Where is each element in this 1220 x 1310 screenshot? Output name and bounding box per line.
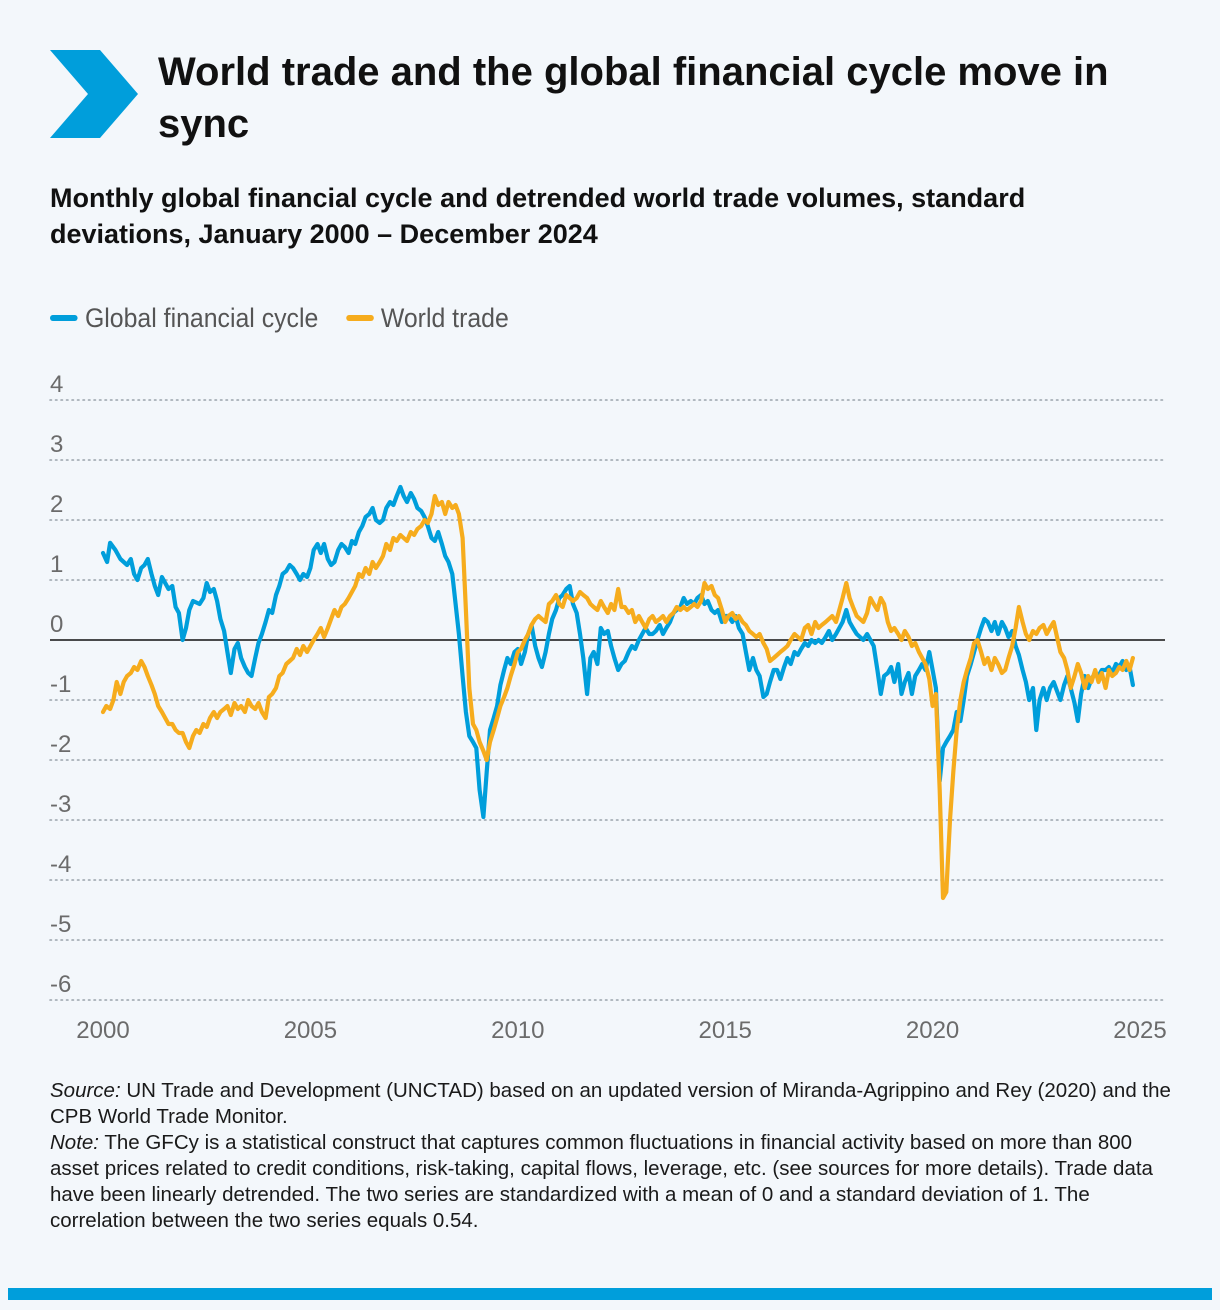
x-tick-label: 2015 bbox=[699, 1017, 752, 1044]
y-tick-label: -2 bbox=[50, 731, 71, 758]
y-tick-label: -5 bbox=[50, 911, 71, 938]
page-title: World trade and the global financial cyc… bbox=[158, 50, 1109, 146]
legend-label-gfc: Global financial cycle bbox=[84, 302, 319, 333]
chart-notes: Source: UN Trade and Development (UNCTAD… bbox=[50, 1078, 1175, 1234]
y-tick-label: -3 bbox=[50, 791, 71, 818]
y-tick-label: -1 bbox=[50, 671, 71, 698]
note-label: Note: bbox=[50, 1131, 99, 1154]
series-layer bbox=[100, 484, 1135, 901]
legend-swatch-trade bbox=[345, 315, 374, 321]
x-tick-label: 2025 bbox=[1113, 1017, 1166, 1044]
source-note: Source: UN Trade and Development (UNCTAD… bbox=[50, 1078, 1175, 1130]
y-tick-label: 1 bbox=[50, 551, 63, 578]
legend-item-trade: World trade bbox=[345, 302, 509, 334]
y-tick-label: 4 bbox=[50, 371, 63, 398]
chart-legend: Global financial cycle World trade bbox=[50, 298, 509, 338]
y-tick-label: 2 bbox=[50, 491, 63, 518]
x-tick-labels: 2000 2005 2010 2015 2020 2025 bbox=[76, 1017, 1166, 1044]
source-text: UN Trade and Development (UNCTAD) based … bbox=[50, 1079, 1171, 1128]
legend-item-gfc: Global financial cycle bbox=[50, 303, 318, 334]
y-tick-label: -6 bbox=[50, 971, 71, 998]
x-tick-label: 2010 bbox=[491, 1017, 544, 1044]
legend-swatch-gfc bbox=[50, 315, 78, 321]
chevron-shape bbox=[50, 50, 138, 138]
y-tick-label: 0 bbox=[50, 611, 63, 638]
x-tick-label: 2005 bbox=[284, 1017, 337, 1044]
source-label: Source: bbox=[50, 1079, 121, 1102]
bottom-accent-bar bbox=[8, 1288, 1212, 1300]
y-tick-labels: 4 3 2 1 0 -1 -2 -3 -4 -5 -6 bbox=[50, 371, 71, 998]
series-line-trade bbox=[100, 493, 1135, 901]
chevron-right-icon bbox=[50, 50, 138, 138]
x-tick-label: 2000 bbox=[76, 1017, 129, 1044]
series-line-gfc bbox=[100, 484, 1135, 820]
x-tick-label: 2020 bbox=[906, 1017, 959, 1044]
legend-label-trade: World trade bbox=[380, 302, 509, 333]
method-note: Note: The GFCy is a statistical construc… bbox=[50, 1130, 1175, 1234]
y-tick-label: 3 bbox=[50, 431, 63, 458]
note-text: The GFCy is a statistical construct that… bbox=[50, 1131, 1153, 1232]
y-tick-label: -4 bbox=[50, 851, 71, 878]
grid-lines bbox=[49, 399, 1166, 1001]
chart-subtitle: Monthly global financial cycle and detre… bbox=[50, 183, 1026, 249]
